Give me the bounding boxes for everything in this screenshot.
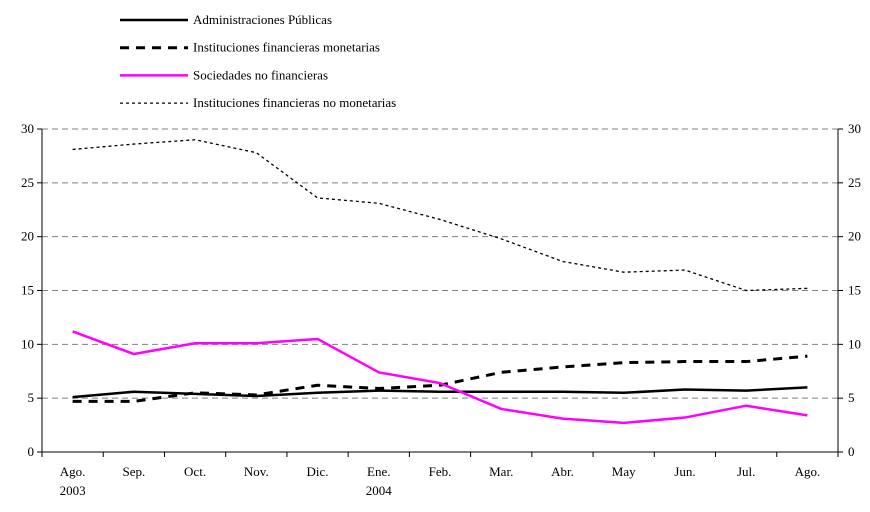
legend-label: Administraciones Públicas: [193, 12, 332, 27]
y2-tick-label: 30: [848, 121, 861, 136]
y2-tick-label: 5: [848, 390, 855, 405]
y-tick-label: 10: [21, 336, 34, 351]
y-tick-label: 30: [21, 121, 34, 136]
x-tick-label: Ago. 2003: [60, 464, 86, 498]
x-tick-label: Mar.: [489, 464, 513, 479]
y-tick-label: 0: [28, 444, 35, 459]
legend-label: Instituciones financieras monetarias: [193, 40, 380, 55]
y-tick-label: 25: [21, 175, 34, 190]
x-tick-label: Abr.: [551, 464, 574, 479]
series-line: [72, 386, 808, 399]
y-tick-label: 15: [21, 283, 34, 298]
y2-tick-label: 15: [848, 283, 861, 298]
x-tick-label: May: [612, 464, 636, 479]
y2-tick-label: 0: [848, 444, 855, 459]
legend-label: Instituciones financieras no monetarias: [193, 95, 396, 110]
x-tick-label: Nov.: [244, 464, 269, 479]
y2-tick-label: 20: [848, 229, 861, 244]
legend-label: Sociedades no financieras: [193, 67, 328, 82]
y2-tick-label: 25: [848, 175, 861, 190]
series-line: [72, 139, 808, 292]
y-tick-label: 5: [28, 390, 35, 405]
x-tick-label: Ene. 2004: [366, 464, 393, 498]
y2-tick-label: 10: [848, 336, 861, 351]
x-tick-label: Sep.: [122, 464, 145, 479]
x-tick-label: Feb.: [429, 464, 452, 479]
x-tick-label: Jul.: [737, 464, 755, 479]
series-line: [72, 330, 808, 425]
x-tick-label: Dic.: [307, 464, 329, 479]
x-tick-label: Jun.: [674, 464, 695, 479]
x-tick-label: Ago.: [795, 464, 821, 479]
y-tick-label: 20: [21, 229, 34, 244]
series-line: [72, 354, 808, 403]
x-tick-label: Oct.: [184, 464, 206, 479]
